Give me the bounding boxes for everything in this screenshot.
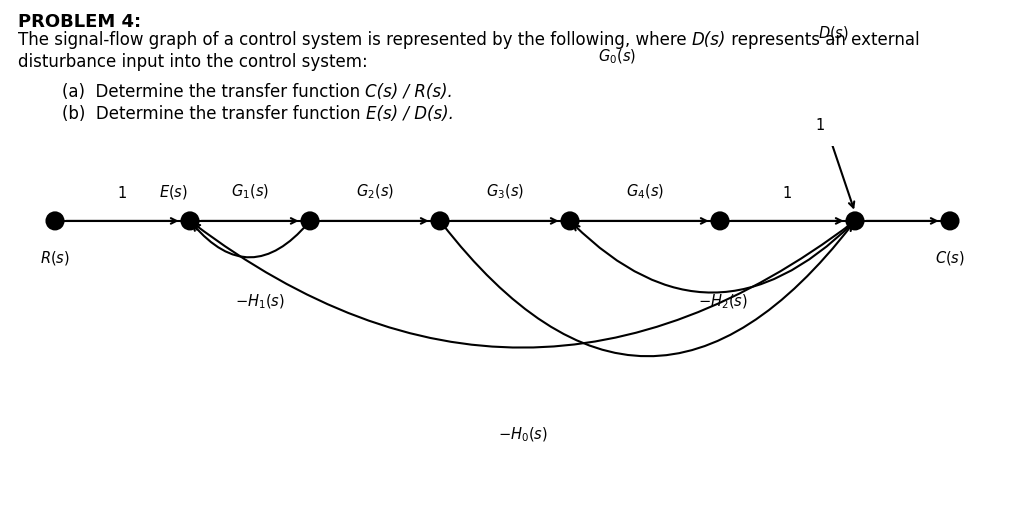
Text: $G_4(s)$: $G_4(s)$ xyxy=(626,182,664,201)
Text: $D(s)$: $D(s)$ xyxy=(818,24,849,42)
Text: 1: 1 xyxy=(118,186,127,201)
Text: The signal-flow graph of a control system is represented by the following, where: The signal-flow graph of a control syste… xyxy=(18,31,692,49)
Text: represents an external: represents an external xyxy=(726,31,920,49)
FancyArrowPatch shape xyxy=(866,218,936,224)
Text: $C(s)$: $C(s)$ xyxy=(935,249,965,267)
Text: PROBLEM 4:: PROBLEM 4: xyxy=(18,13,141,31)
FancyArrowPatch shape xyxy=(441,223,852,356)
FancyArrowPatch shape xyxy=(452,218,556,224)
Text: C(s) / R(s).: C(s) / R(s). xyxy=(366,83,454,101)
Text: $G_0(s)$: $G_0(s)$ xyxy=(598,47,637,66)
Text: $-H_2(s)$: $-H_2(s)$ xyxy=(697,293,748,312)
Circle shape xyxy=(941,213,958,229)
Text: 1: 1 xyxy=(783,186,793,201)
FancyArrowPatch shape xyxy=(801,52,854,207)
FancyArrowPatch shape xyxy=(731,218,842,224)
Circle shape xyxy=(431,213,449,229)
FancyArrowPatch shape xyxy=(582,218,707,224)
FancyArrowPatch shape xyxy=(202,218,296,224)
Circle shape xyxy=(46,213,63,229)
Circle shape xyxy=(561,213,579,229)
Circle shape xyxy=(847,213,863,229)
Text: (a)  Determine the transfer function: (a) Determine the transfer function xyxy=(62,83,366,101)
FancyArrowPatch shape xyxy=(194,223,308,257)
FancyArrowPatch shape xyxy=(67,218,176,224)
Text: D(s): D(s) xyxy=(692,31,726,49)
FancyArrowPatch shape xyxy=(195,222,853,348)
Text: 1: 1 xyxy=(815,118,824,133)
FancyArrowPatch shape xyxy=(322,218,426,224)
Circle shape xyxy=(792,32,809,49)
Text: $E(s)$: $E(s)$ xyxy=(159,183,188,201)
Text: $G_2(s)$: $G_2(s)$ xyxy=(356,182,394,201)
Text: $-H_1(s)$: $-H_1(s)$ xyxy=(236,293,285,312)
Circle shape xyxy=(301,213,318,229)
Circle shape xyxy=(712,213,728,229)
FancyArrowPatch shape xyxy=(573,223,853,293)
Text: $G_3(s)$: $G_3(s)$ xyxy=(486,182,524,201)
Text: (b)  Determine the transfer function: (b) Determine the transfer function xyxy=(62,105,366,123)
Circle shape xyxy=(181,213,199,229)
Text: disturbance input into the control system:: disturbance input into the control syste… xyxy=(18,53,368,71)
Text: $R(s)$: $R(s)$ xyxy=(40,249,70,267)
Text: E(s) / D(s).: E(s) / D(s). xyxy=(366,105,454,123)
Text: $-H_0(s)$: $-H_0(s)$ xyxy=(498,426,548,444)
Text: $G_1(s)$: $G_1(s)$ xyxy=(231,182,269,201)
